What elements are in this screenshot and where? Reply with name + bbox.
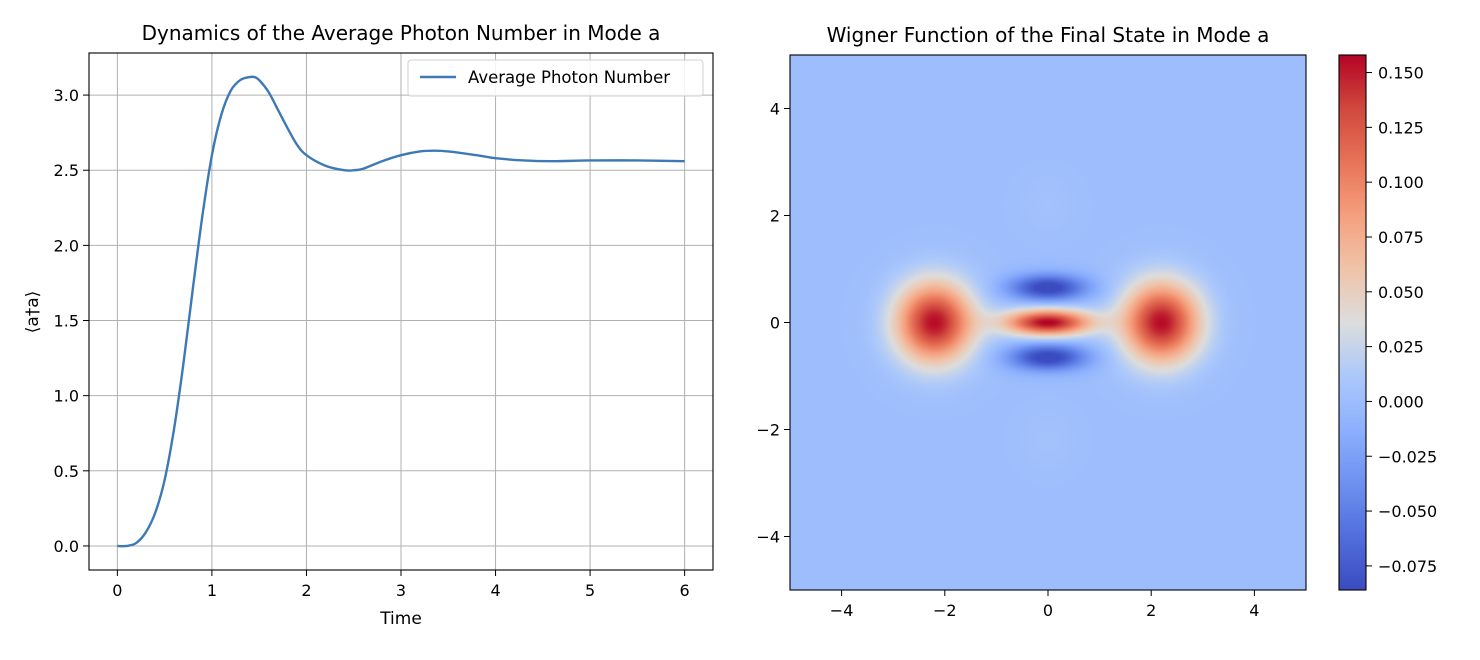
left-x-tick-label: 2	[301, 581, 311, 600]
left-x-tick-label: 3	[396, 581, 406, 600]
right-x-tick-label: 0	[1043, 601, 1053, 620]
right-y-tick-label: −2	[756, 421, 780, 440]
wigner-heatmap-chart: Wigner Function of the Final State in Mo…	[756, 23, 1437, 620]
left-x-tick-label: 1	[207, 581, 217, 600]
colorbar-tick-label: 0.025	[1378, 338, 1424, 357]
left-y-axis-label: ⟨a†a⟩	[23, 291, 43, 334]
colorbar-tick-label: 0.150	[1378, 64, 1424, 83]
left-y-ticks: 0.0 0.5 1.0 1.5 2.0 2.5 3.0	[54, 86, 89, 556]
left-y-tick-label: 2.0	[54, 236, 79, 255]
left-y-tick-label: 3.0	[54, 86, 79, 105]
colorbar-frame	[1338, 54, 1367, 591]
colorbar-tick-label: 0.100	[1378, 173, 1424, 192]
photon-number-chart: Dynamics of the Average Photon Number in…	[23, 21, 714, 629]
heatmap-canvas	[790, 55, 1306, 590]
left-series-line	[117, 75, 685, 548]
left-y-tick-label: 0.5	[54, 462, 79, 481]
left-x-axis-label: Time	[379, 609, 422, 629]
colorbar-tick-label: −0.025	[1378, 447, 1437, 466]
right-y-tick-label: 2	[770, 207, 780, 226]
colorbar-holder	[1339, 55, 1366, 590]
right-chart-title: Wigner Function of the Final State in Mo…	[827, 23, 1270, 47]
right-x-tick-label: −4	[830, 601, 854, 620]
colorbar-tick-label: −0.050	[1378, 502, 1437, 521]
right-y-ticks: −4 −2 0 2 4	[756, 100, 790, 547]
colorbar-tick-label: 0.075	[1378, 228, 1424, 247]
left-grid	[89, 53, 713, 570]
colorbar-tick-label: 0.125	[1378, 118, 1424, 137]
right-y-tick-label: −4	[756, 528, 780, 547]
colorbar-canvas	[1339, 55, 1366, 590]
left-x-tick-label: 4	[490, 581, 500, 600]
left-y-tick-label: 1.0	[54, 387, 79, 406]
left-y-tick-label: 1.5	[54, 312, 79, 331]
left-x-ticks: 0 1 2 3 4 5 6	[112, 570, 690, 600]
colorbar-tick-label: 0.000	[1378, 392, 1424, 411]
left-y-tick-label: 0.0	[54, 537, 79, 556]
colorbar-tick-label: −0.075	[1378, 557, 1437, 576]
legend-entry-label: Average Photon Number	[468, 68, 670, 87]
left-x-tick-label: 5	[585, 581, 595, 600]
right-y-tick-label: 0	[770, 314, 780, 333]
left-x-tick-label: 0	[112, 581, 122, 600]
left-y-tick-label: 2.5	[54, 161, 79, 180]
right-x-tick-label: 4	[1249, 601, 1259, 620]
legend-box	[407, 59, 704, 97]
colorbar-ticks: −0.075 −0.050 −0.025 0.000 0.025 0.050 0.075 0.…	[1366, 64, 1437, 576]
colorbar-tick-label: 0.050	[1378, 283, 1424, 302]
right-y-tick-label: 4	[770, 100, 780, 119]
right-x-ticks: −4 −2 0 2 4	[830, 590, 1259, 620]
heatmap-image-holder	[790, 55, 1306, 590]
left-x-tick-label: 6	[680, 581, 690, 600]
right-x-tick-label: −2	[933, 601, 957, 620]
right-x-tick-label: 2	[1146, 601, 1156, 620]
legend: Average Photon Number	[407, 59, 704, 97]
left-chart-title: Dynamics of the Average Photon Number in…	[142, 21, 661, 45]
